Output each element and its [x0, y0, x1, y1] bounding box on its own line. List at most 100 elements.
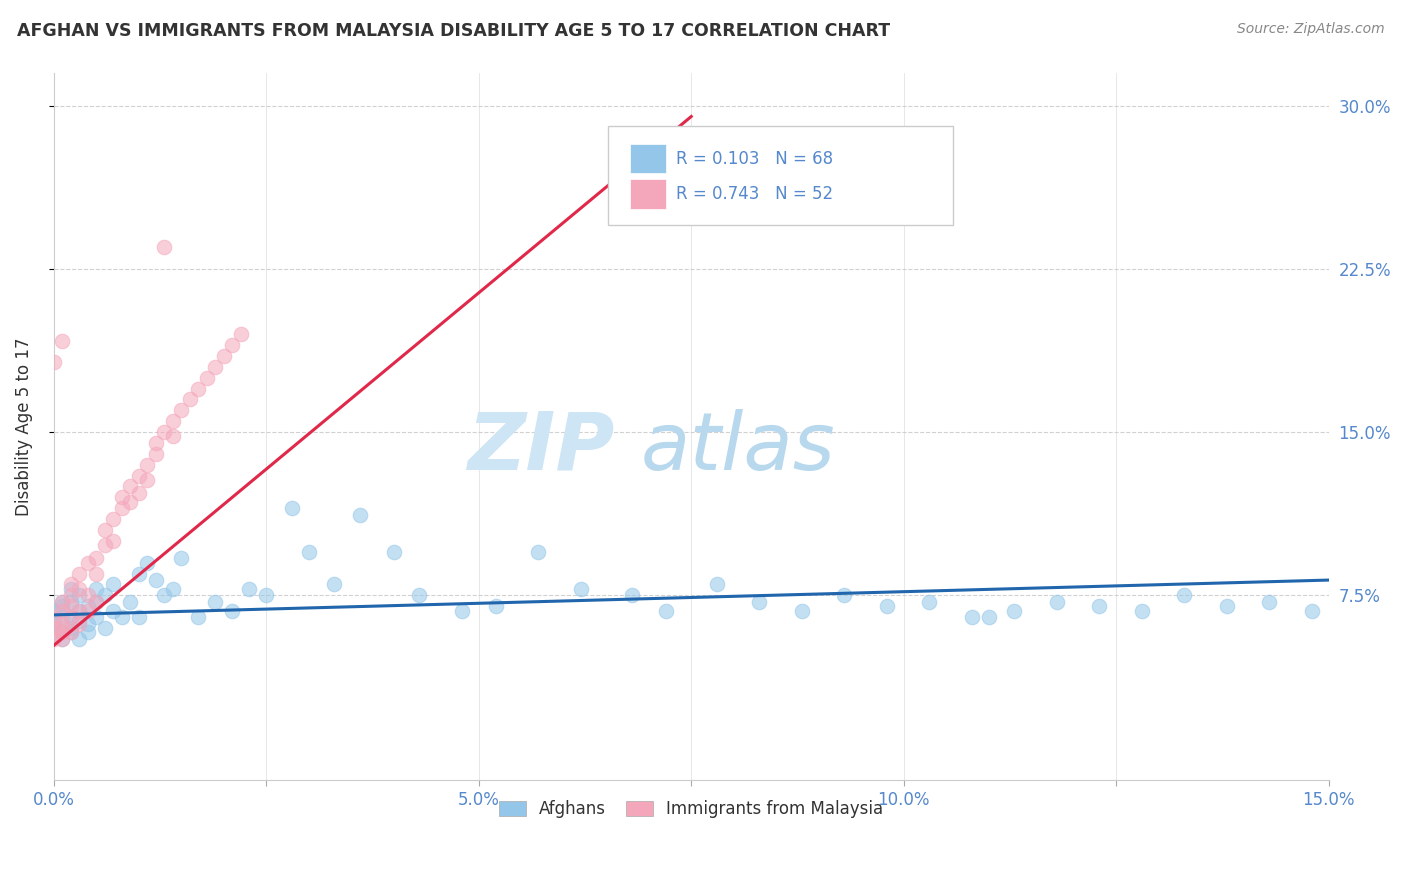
Point: [128, 566, 150, 581]
Point: [59, 610, 82, 624]
Point: [103, 533, 125, 548]
Point: [128, 468, 150, 483]
Point: [204, 595, 226, 609]
Point: [120, 494, 142, 508]
Point: [51, 603, 73, 617]
Text: R = 0.103   N = 68: R = 0.103 N = 68: [676, 150, 834, 168]
Point: [254, 588, 277, 602]
Point: [76, 599, 98, 614]
Point: [977, 610, 1000, 624]
Point: [59, 625, 82, 640]
Point: [136, 556, 159, 570]
Point: [748, 595, 770, 609]
Point: [960, 610, 983, 624]
Point: [1301, 603, 1323, 617]
Point: [76, 625, 98, 640]
Point: [195, 370, 218, 384]
Text: atlas: atlas: [640, 409, 835, 487]
Point: [179, 392, 201, 407]
Point: [238, 582, 260, 596]
Point: [349, 508, 371, 522]
Point: [120, 595, 142, 609]
Point: [67, 588, 90, 602]
Point: [94, 523, 117, 537]
Point: [67, 632, 90, 646]
Point: [94, 588, 117, 602]
Point: [620, 588, 643, 602]
Point: [59, 621, 82, 635]
Point: [170, 403, 193, 417]
Point: [136, 458, 159, 472]
Point: [51, 595, 73, 609]
Point: [876, 599, 898, 614]
Point: [42, 616, 65, 631]
Point: [67, 616, 90, 631]
Point: [86, 566, 108, 581]
Point: [323, 577, 346, 591]
Point: [187, 610, 209, 624]
Point: [111, 610, 134, 624]
Point: [59, 582, 82, 596]
Point: [86, 551, 108, 566]
Point: [145, 447, 167, 461]
Point: [153, 240, 176, 254]
Point: [1258, 595, 1281, 609]
Point: [832, 588, 855, 602]
Point: [128, 610, 150, 624]
Point: [67, 603, 90, 617]
Point: [136, 473, 159, 487]
Point: [281, 501, 304, 516]
Point: [212, 349, 235, 363]
Point: [162, 414, 184, 428]
Point: [111, 501, 134, 516]
Point: [42, 610, 65, 624]
Point: [67, 603, 90, 617]
Point: [42, 621, 65, 635]
Point: [59, 577, 82, 591]
Point: [153, 425, 176, 439]
Point: [86, 595, 108, 609]
Point: [204, 359, 226, 374]
Point: [86, 582, 108, 596]
Point: [1130, 603, 1153, 617]
Point: [382, 545, 405, 559]
Point: [59, 599, 82, 614]
Point: [51, 625, 73, 640]
Bar: [630, 144, 666, 173]
Point: [162, 429, 184, 443]
Point: [76, 556, 98, 570]
Point: [569, 582, 592, 596]
Point: [51, 632, 73, 646]
Point: [86, 595, 108, 609]
Point: [162, 582, 184, 596]
Point: [1173, 588, 1195, 602]
Point: [51, 621, 73, 635]
Point: [221, 603, 243, 617]
Point: [94, 538, 117, 552]
FancyBboxPatch shape: [609, 126, 953, 225]
Point: [42, 632, 65, 646]
Point: [51, 632, 73, 646]
Point: [1046, 595, 1069, 609]
Point: [408, 588, 430, 602]
Text: Source: ZipAtlas.com: Source: ZipAtlas.com: [1237, 22, 1385, 37]
Point: [111, 491, 134, 505]
Point: [450, 603, 472, 617]
Point: [485, 599, 508, 614]
Y-axis label: Disability Age 5 to 17: Disability Age 5 to 17: [15, 337, 32, 516]
Point: [51, 610, 73, 624]
Point: [67, 615, 90, 629]
Point: [1088, 599, 1111, 614]
Point: [120, 479, 142, 493]
Point: [153, 588, 176, 602]
Point: [59, 610, 82, 624]
Point: [1002, 603, 1025, 617]
Point: [103, 512, 125, 526]
Point: [42, 355, 65, 369]
Point: [67, 582, 90, 596]
Point: [59, 588, 82, 602]
Point: [94, 621, 117, 635]
Point: [51, 334, 73, 348]
Point: [42, 603, 65, 617]
Point: [1215, 599, 1237, 614]
